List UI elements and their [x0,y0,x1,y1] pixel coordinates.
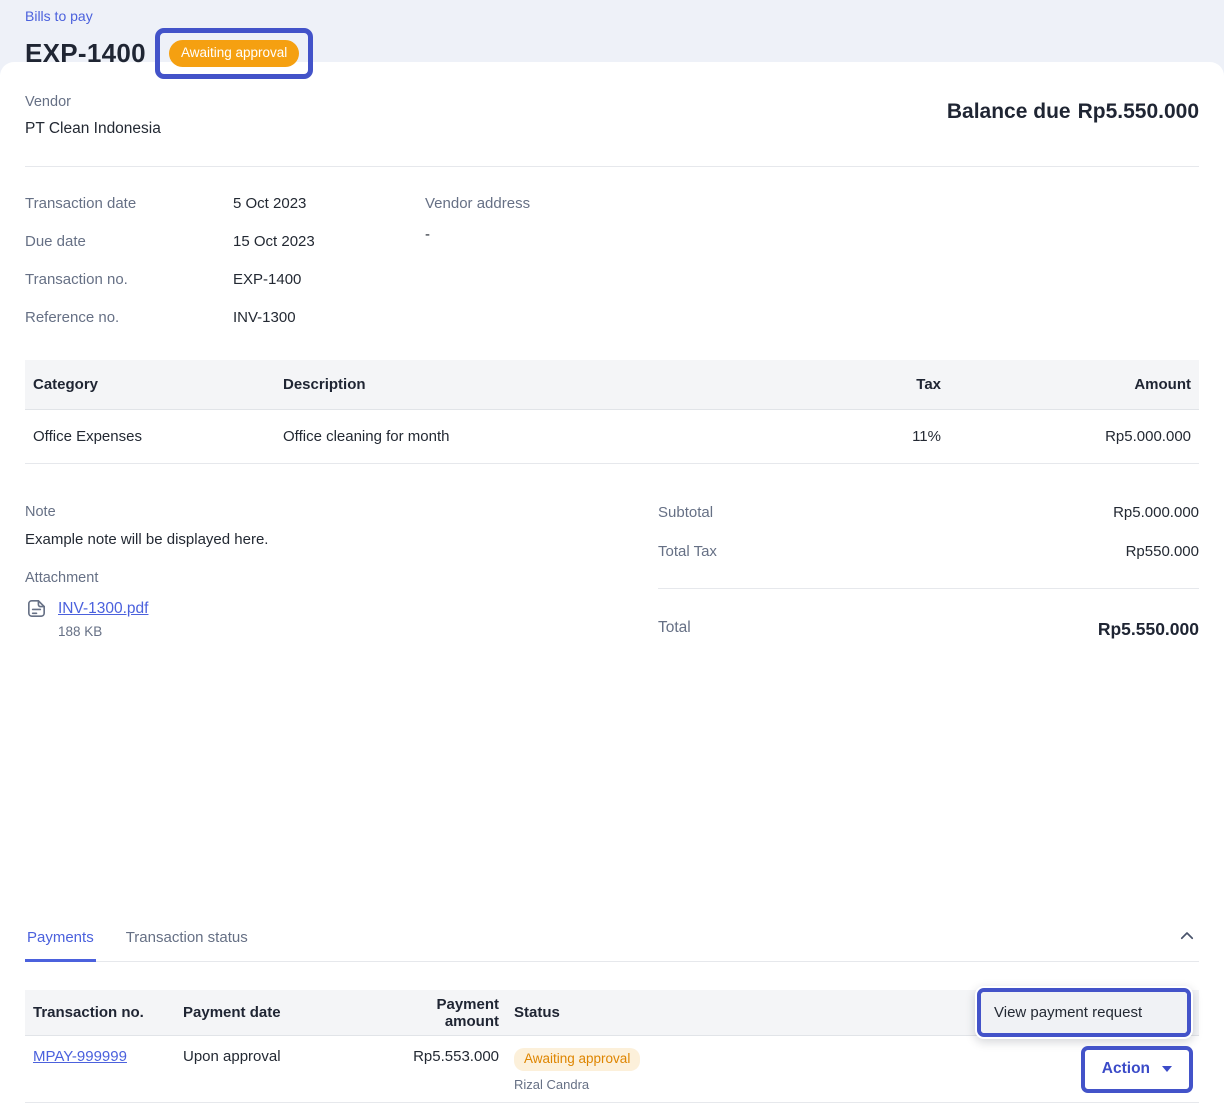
header-payment-date: Payment date [183,1004,281,1021]
vendor-address-value: - [425,226,430,243]
line-items-table: Category Description Tax Amount Office E… [25,360,1199,464]
tabs: Payments Transaction status [25,925,1199,962]
detail-label: Transaction no. [25,271,128,288]
total-tax-row: Total Tax Rp550.000 [658,543,1199,560]
payment-row: MPAY-999999 Upon approval Rp5.553.000 Aw… [25,1036,1199,1103]
page-header: Bills to pay EXP-1400 Awaiting approval [0,0,1224,79]
bottom-tabs-bar: Payments Transaction status [0,925,1224,962]
subtotal-row: Subtotal Rp5.000.000 [658,504,1199,521]
caret-down-icon [1162,1066,1172,1072]
detail-label: Reference no. [25,309,120,326]
menu-item-view-payment-request[interactable]: View payment request [981,992,1187,1033]
payment-transaction-link[interactable]: MPAY-999999 [33,1048,127,1065]
header-description: Description [283,376,366,393]
detail-value: EXP-1400 [233,271,302,288]
payment-transaction-no: MPAY-999999 [33,1048,183,1065]
note-block: Note Example note will be displayed here… [25,504,658,640]
payment-status-badge: Awaiting approval [514,1048,641,1071]
vendor-block: Vendor PT Clean Indonesia [25,94,161,138]
payment-amount: Rp5.553.000 [413,1048,499,1065]
detail-value: 5 Oct 2023 [233,195,307,212]
transaction-details-grid: Transaction date 5 Oct 2023 Due date 15 … [25,195,425,326]
cell-tax: 11% [912,428,941,445]
vendor-label: Vendor [25,94,71,110]
balance-due-label: Balance due [946,100,1071,123]
action-dropdown-menu: View payment request [975,986,1193,1039]
payment-status-cell: Awaiting approval Rizal Candra [499,1048,1191,1092]
note-text: Example note will be displayed here. [25,531,269,548]
payments-table: Transaction no. Payment date Payment amo… [25,990,1199,1103]
cell-description: Office cleaning for month [283,428,450,445]
status-badge: Awaiting approval [168,40,300,67]
bill-detail-card: Vendor PT Clean Indonesia Balance due Rp… [0,62,1224,1110]
summary-row: Vendor PT Clean Indonesia Balance due Rp… [25,62,1199,138]
total-tax-label: Total Tax [658,543,717,560]
header-status: Status [514,1004,560,1021]
totals-divider [658,588,1199,589]
transaction-details: Transaction date 5 Oct 2023 Due date 15 … [25,195,1199,326]
annotation-box-action-button: Action [1080,1046,1193,1093]
file-icon [25,597,48,620]
vendor-address-block: Vendor address - [425,195,530,326]
payment-date: Upon approval [183,1048,281,1065]
tab-transaction-status[interactable]: Transaction status [125,929,248,946]
total-row: Total Rp5.550.000 [658,619,1199,640]
subtotal-label: Subtotal [658,504,714,521]
note-label: Note [25,504,56,520]
header-category: Category [33,376,99,393]
header-transaction-no: Transaction no. [33,1004,144,1021]
divider [25,166,1199,167]
attachment-item: INV-1300.pdf [25,597,658,620]
action-button[interactable]: Action [1084,1050,1189,1089]
detail-label: Due date [25,233,86,250]
page-title: EXP-1400 [25,37,146,68]
action-button-label: Action [1101,1060,1150,1077]
attachment-file-link[interactable]: INV-1300.pdf [58,599,149,617]
annotation-box-view-payment-request: View payment request [977,988,1191,1037]
header-amount: Amount [1134,376,1191,393]
cell-amount: Rp5.000.000 [1105,428,1191,445]
vendor-name: PT Clean Indonesia [25,120,161,137]
balance-due: Balance due Rp5.550.000 [947,94,1199,138]
tab-payments[interactable]: Payments [25,925,96,962]
attachment-label: Attachment [25,570,99,586]
total-tax-value: Rp550.000 [1125,543,1199,560]
table-row: Office Expenses Office cleaning for mont… [25,410,1199,464]
subtotal-value: Rp5.000.000 [1113,504,1199,521]
detail-value: 15 Oct 2023 [233,233,315,250]
balance-due-amount: Rp5.550.000 [1077,100,1199,123]
note-and-totals: Note Example note will be displayed here… [25,504,1199,640]
breadcrumb-bills-to-pay[interactable]: Bills to pay [25,8,93,24]
chevron-up-icon [1178,932,1196,948]
vendor-address-label: Vendor address [425,195,531,212]
payment-approver: Rizal Candra [514,1076,590,1092]
header-tax: Tax [916,376,941,393]
total-label: Total [658,619,691,636]
detail-label: Transaction date [25,195,137,212]
annotation-box-status-badge: Awaiting approval [154,28,314,79]
header-payment-amount: Payment amount [436,995,499,1030]
collapse-section-button[interactable] [1178,927,1196,945]
detail-value: INV-1300 [233,309,296,326]
attachment-file-size: 188 KB [58,624,103,639]
title-row: EXP-1400 Awaiting approval [25,28,1199,79]
cell-category: Office Expenses [33,428,142,445]
total-value: Rp5.550.000 [1097,619,1199,639]
line-items-header: Category Description Tax Amount [25,360,1199,410]
totals-block: Subtotal Rp5.000.000 Total Tax Rp550.000… [658,504,1199,640]
